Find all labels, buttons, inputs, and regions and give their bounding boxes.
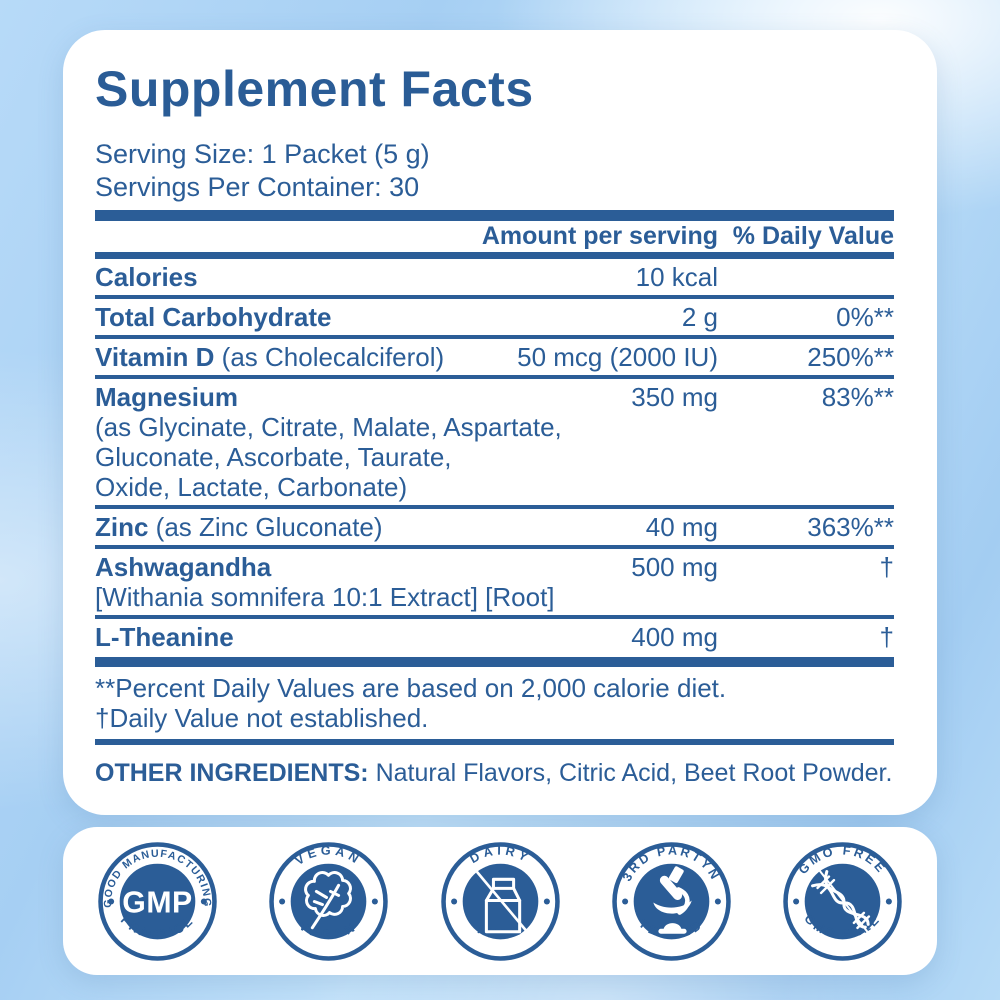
nutrient-dv: 363%** xyxy=(807,511,894,542)
amount-per-serving-header: Amount per serving xyxy=(481,221,718,250)
nutrient-row-l-theanine: L-Theanine 400 mg † xyxy=(95,619,894,657)
badge-dot xyxy=(714,897,721,905)
nutrient-table: Calories 10 kcal Total Carbohydrate 2 g … xyxy=(95,259,894,657)
badge-dot xyxy=(543,897,550,905)
nutrient-dv: 250%** xyxy=(807,341,894,372)
other-ingredients-text: Natural Flavors, Citric Acid, Beet Root … xyxy=(368,758,893,787)
nutrient-forms-line: Gluconate, Ascorbate, Taurate, xyxy=(95,441,452,472)
nutrient-row-total-carbohydrate: Total Carbohydrate 2 g 0%** xyxy=(95,299,894,339)
serving-info: Serving Size: 1 Packet (5 g) Servings Pe… xyxy=(95,138,894,204)
divider-medium xyxy=(95,738,894,745)
badge-dot xyxy=(793,897,800,905)
other-ingredients: OTHER INGREDIENTS: Natural Flavors, Citr… xyxy=(95,745,894,801)
nutrient-row-magnesium: Magnesium 350 mg 83%** (as Glycinate, Ci… xyxy=(95,379,894,509)
nutrient-name: Total Carbohydrate xyxy=(95,301,332,332)
other-ingredients-label: OTHER INGREDIENTS: xyxy=(95,758,369,787)
divider-medium xyxy=(95,251,894,259)
badge-dot xyxy=(621,897,628,905)
nutrient-dv: 83%** xyxy=(821,381,894,412)
nutrient-dv: 0%** xyxy=(836,301,894,332)
nutrient-name: Calories xyxy=(95,261,198,292)
third-party-tested-badge: 3RD PARTYN TESTED xyxy=(612,841,731,961)
slash-icon xyxy=(818,869,871,935)
nutrient-name: Ashwagandha xyxy=(95,551,272,582)
divider-thick xyxy=(95,656,894,667)
leaf-icon xyxy=(304,870,353,929)
nutrient-forms-line: Oxide, Lactate, Carbonate) xyxy=(95,471,408,502)
panel-title: Supplement Facts xyxy=(95,61,534,117)
nutrient-name-suffix: (as Zinc Gluconate) xyxy=(148,511,383,542)
nutrient-row-ashwagandha: Ashwagandha 500 mg † [Withania somnifera… xyxy=(95,549,894,619)
supplement-facts-panel: Supplement Facts Serving Size: 1 Packet … xyxy=(63,30,937,815)
gmp-badge: GOOD MANUFACTURING PRACTICE GMP xyxy=(98,841,217,961)
nutrient-forms-line: (as Glycinate, Citrate, Malate, Aspartat… xyxy=(95,411,562,442)
nutrient-amount: 400 mg xyxy=(631,621,718,652)
daily-value-header: % Daily Value xyxy=(732,221,894,250)
badge-dot xyxy=(200,897,207,905)
badge-core xyxy=(119,863,196,939)
dairy-free-badge: DAIRY FREE xyxy=(440,841,560,961)
badge-dot xyxy=(279,897,286,905)
microscope-icon xyxy=(653,865,692,934)
table-header-row: Amount per serving % Daily Value xyxy=(95,221,894,250)
nutrient-name-suffix: (as Cholecalciferol) xyxy=(214,341,445,372)
nutrient-row-zinc: Zinc (as Zinc Gluconate) 40 mg 363%** xyxy=(95,509,894,549)
nutrient-amount: 40 mg xyxy=(645,511,718,542)
gmo-free-badge: GMO FREE GMO FREE xyxy=(783,841,902,961)
nutrient-name: Zinc xyxy=(95,511,149,542)
nutrient-amount: 2 g xyxy=(681,301,718,332)
badge-dot xyxy=(108,897,115,905)
nutrient-row-calories: Calories 10 kcal xyxy=(95,259,894,299)
nutrient-name: Magnesium xyxy=(95,381,239,412)
nutrient-amount: 50 mcg (2000 IU) xyxy=(517,341,718,372)
servings-per-container: Servings Per Container: 30 xyxy=(95,171,420,202)
nutrient-dv: † xyxy=(879,551,894,582)
vegan-badge: VEGAN VEGAN xyxy=(269,841,388,961)
badge-core xyxy=(633,863,710,939)
badge-dot xyxy=(885,897,892,905)
nutrient-name: L-Theanine xyxy=(95,621,234,652)
nutrient-amount: 10 kcal xyxy=(635,261,718,292)
nutrient-amount: 500 mg xyxy=(631,551,718,582)
serving-size: Serving Size: 1 Packet (5 g) xyxy=(95,139,430,169)
nutrient-amount: 350 mg xyxy=(631,381,718,412)
certification-badges-panel: GOOD MANUFACTURING PRACTICE GMP VEGAN VE… xyxy=(63,827,937,975)
nutrient-dv: † xyxy=(879,621,894,652)
nutrient-row-vitamin-d: Vitamin D (as Cholecalciferol) 50 mcg (2… xyxy=(95,339,894,379)
nutrient-forms-line: [Withania somnifera 10:1 Extract] [Root] xyxy=(95,581,555,612)
gmp-seal-icon: GMP xyxy=(122,886,192,919)
divider-thick xyxy=(95,209,894,221)
milk-carton-icon xyxy=(475,870,530,935)
badge-dot xyxy=(450,897,457,905)
badge-dot xyxy=(372,897,379,905)
footnotes: **Percent Daily Values are based on 2,00… xyxy=(95,667,894,739)
nutrient-name: Vitamin D xyxy=(95,341,215,372)
footnote-dagger: †Daily Value not established. xyxy=(95,702,429,733)
footnote-daily-values: **Percent Daily Values are based on 2,00… xyxy=(95,672,727,703)
